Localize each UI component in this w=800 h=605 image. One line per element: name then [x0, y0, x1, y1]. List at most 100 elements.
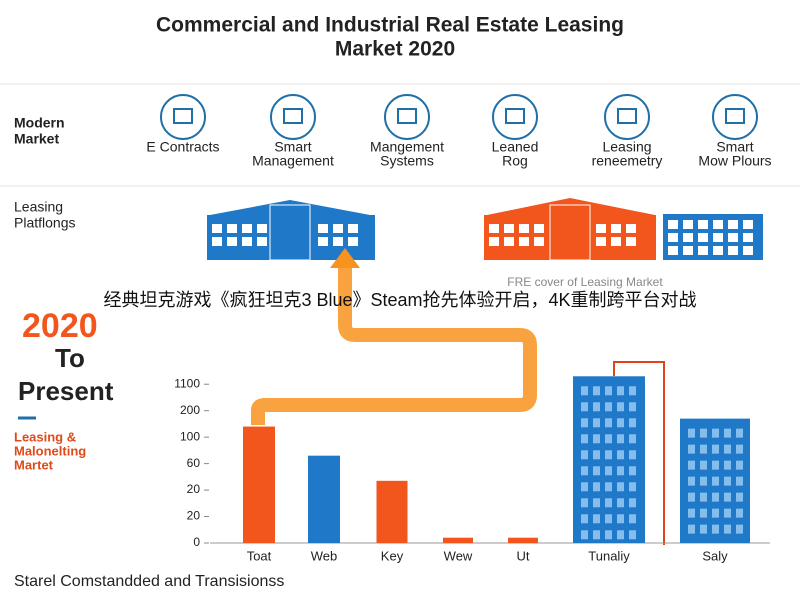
window [668, 220, 678, 229]
caption: FRE cover of Leasing Market [507, 275, 663, 289]
row-label: Leasing [14, 199, 63, 215]
icon-glyph [397, 108, 417, 124]
x-tick-label: Ut [517, 548, 530, 563]
bar-window [629, 498, 636, 508]
arrow [251, 265, 537, 425]
bar-window [581, 402, 588, 412]
bar-window [700, 476, 707, 486]
x-tick-label: Wew [444, 548, 473, 563]
icon-glyph [725, 108, 745, 124]
bar-window [724, 476, 731, 486]
icon-glyph [173, 108, 193, 124]
window [318, 237, 328, 246]
window [519, 237, 529, 246]
bar-window [724, 460, 731, 470]
subheading: Leasing & [14, 429, 76, 444]
window [227, 224, 237, 233]
x-tick-label: Key [381, 548, 404, 563]
bar-window [724, 508, 731, 518]
icon-label: Systems [380, 153, 434, 169]
title: Market 2020 [335, 38, 455, 61]
bar-window [688, 492, 695, 502]
x-tick-label: Tunaliy [588, 548, 630, 563]
bar-window [593, 514, 600, 524]
bar-window [688, 524, 695, 534]
bar-window [605, 386, 612, 396]
window [534, 237, 544, 246]
bar-window [736, 508, 743, 518]
icon-label: reneemetry [592, 153, 663, 169]
window [683, 246, 693, 255]
subheading: Martet [14, 457, 54, 472]
bar-window [688, 476, 695, 486]
bar-window [688, 428, 695, 438]
icon-label: Leaned [492, 139, 539, 155]
window [348, 224, 358, 233]
bar-window [724, 492, 731, 502]
bar [443, 537, 473, 543]
bar-window [712, 492, 719, 502]
bar-window [581, 434, 588, 444]
bar-window [712, 508, 719, 518]
bar-window [712, 444, 719, 454]
row-label: Modern [14, 115, 65, 131]
bar-window [605, 402, 612, 412]
bar-window [617, 514, 624, 524]
window [743, 233, 753, 242]
bar-window [593, 482, 600, 492]
y-tick-label: 0 [193, 535, 200, 549]
bar-window [712, 460, 719, 470]
window [611, 237, 621, 246]
window [489, 224, 499, 233]
icon [270, 94, 316, 140]
window [257, 237, 267, 246]
window [212, 224, 222, 233]
bar-window [617, 466, 624, 476]
bar-window [629, 482, 636, 492]
window [348, 237, 358, 246]
window [668, 246, 678, 255]
window [504, 224, 514, 233]
title: Commercial and Industrial Real Estate Le… [156, 14, 624, 37]
bar-window [688, 444, 695, 454]
bar-window [724, 428, 731, 438]
window [698, 246, 708, 255]
bar-window [629, 402, 636, 412]
bar-window [617, 386, 624, 396]
window [212, 237, 222, 246]
x-tick-label: Saly [702, 548, 728, 563]
footer: Starel Comstandded and Transisionss [14, 573, 284, 590]
bar-window [736, 460, 743, 470]
bar-window [700, 524, 707, 534]
window [728, 246, 738, 255]
bar-window [688, 508, 695, 518]
bar-window [593, 530, 600, 540]
icon [604, 94, 650, 140]
icon [384, 94, 430, 140]
window [489, 237, 499, 246]
bracket [613, 361, 665, 545]
window [504, 237, 514, 246]
row-label: Platflongs [14, 215, 75, 231]
bar-window [736, 476, 743, 486]
arrow-head [330, 248, 360, 268]
window [611, 224, 621, 233]
bar-window [593, 434, 600, 444]
overlay-caption: 经典坦克游戏《疯狂坦克3 Blue》Steam抢先体验开启，4K重制跨平台对战 [103, 290, 696, 310]
bar-window [617, 530, 624, 540]
bar-window [617, 482, 624, 492]
window [728, 233, 738, 242]
bar-window [700, 460, 707, 470]
bar [376, 480, 408, 543]
window [596, 237, 606, 246]
y-tick-label: 20 [187, 509, 201, 523]
bar-window [581, 466, 588, 476]
window [519, 224, 529, 233]
icon-glyph [617, 108, 637, 124]
window [626, 224, 636, 233]
bar-window [593, 466, 600, 476]
y-tick-label: 200 [180, 403, 200, 417]
heading: To [55, 343, 85, 373]
icon-label: Management [252, 153, 334, 169]
